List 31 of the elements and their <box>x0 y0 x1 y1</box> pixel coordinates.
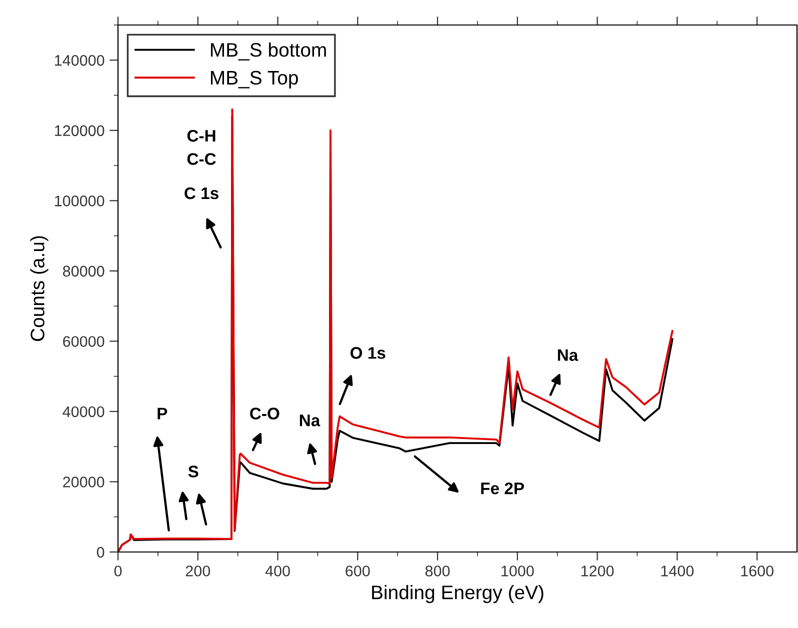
legend-label: MB_S bottom <box>210 42 326 60</box>
x-tick-label: 1200 <box>581 566 614 576</box>
x-tick-label: 200 <box>186 566 210 576</box>
annotation: C-C <box>187 153 216 165</box>
legend-label: MB_S Top <box>210 70 298 88</box>
annotation: C-H <box>187 130 216 142</box>
x-tick-label: 0 <box>114 566 122 576</box>
annotation: P <box>158 408 168 420</box>
annotation: O 1s <box>350 347 386 359</box>
x-axis-title: Binding Energy (eV) <box>372 584 544 604</box>
y-tick-label: 60000 <box>63 336 104 347</box>
y-tick-label: 40000 <box>62 406 104 418</box>
x-tick-label: 600 <box>346 566 370 576</box>
x-tick-label: 1000 <box>502 566 534 576</box>
x-tick-label: 1600 <box>741 566 774 576</box>
y-axis-title: Counts (a.u) <box>30 236 48 342</box>
annotation: Na <box>300 414 320 426</box>
y-tick-label: 80000 <box>62 266 104 277</box>
x-tick-label: 400 <box>265 566 290 576</box>
y-tick-label: 100000 <box>54 196 104 206</box>
y-tick-label: 0 <box>96 546 104 558</box>
annotation: S <box>188 466 198 478</box>
annotation: Na <box>558 349 578 361</box>
annotation: Fe 2P <box>481 482 524 494</box>
annotation: C 1s <box>184 187 218 200</box>
y-tick-label: 120000 <box>54 125 104 136</box>
x-tick-label: 800 <box>425 566 450 576</box>
annotation: C-O <box>250 408 280 420</box>
y-tick-label: 140000 <box>54 55 104 66</box>
x-tick-label: 1400 <box>661 566 694 576</box>
y-tick-label: 20000 <box>63 476 104 488</box>
